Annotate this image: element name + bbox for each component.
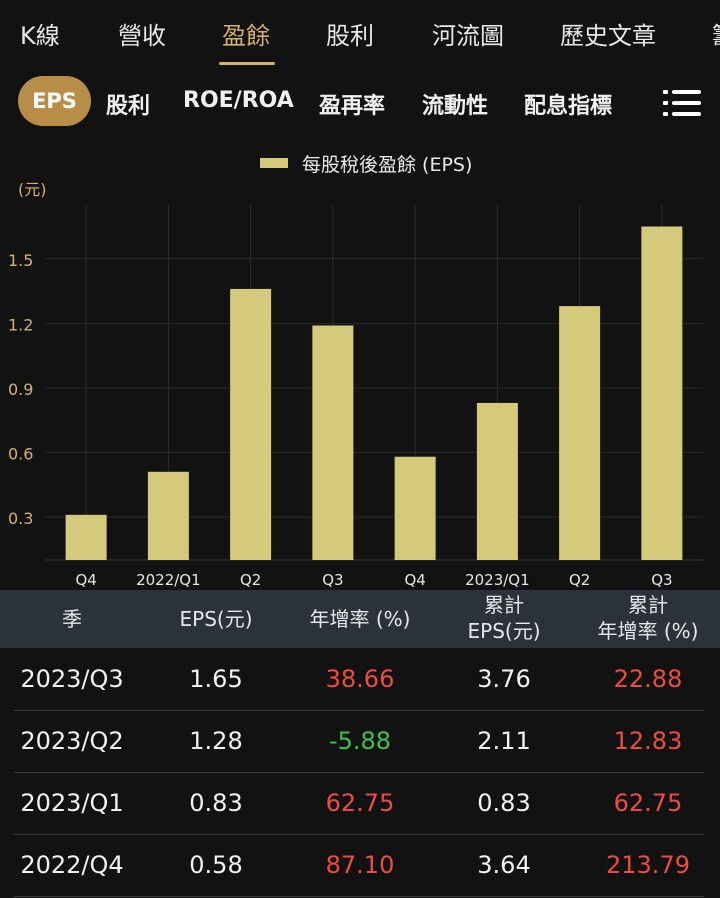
bar: [476, 402, 518, 560]
cell-season: 2023/Q3: [20, 665, 124, 693]
x-tick-label: Q2: [569, 571, 590, 589]
bar: [230, 288, 272, 560]
list-icon[interactable]: [663, 88, 701, 118]
tab-river-chart[interactable]: 河流圖: [432, 22, 504, 50]
y-tick-label: 0.9: [8, 380, 33, 399]
x-tick-label: Q2: [240, 571, 261, 589]
cell-eps: 1.65: [189, 665, 243, 693]
y-tick-label: 0.3: [8, 509, 33, 528]
active-tab-indicator: [219, 62, 275, 65]
header-cum-eps: 累計 EPS(元): [467, 593, 541, 643]
cell-yoy: -5.88: [328, 727, 392, 755]
bar: [559, 306, 601, 560]
table-header: 季 EPS(元) 年增率 (%) 累計 EPS(元) 累計 年增率 (%): [0, 590, 720, 648]
legend-swatch: [260, 158, 288, 168]
cell-cum-yoy: 213.79: [606, 851, 690, 879]
cell-season: 2023/Q1: [20, 789, 124, 817]
cell-eps: 1.28: [189, 727, 243, 755]
y-tick-label: 0.6: [8, 444, 33, 463]
subtab-roe-roa[interactable]: ROE/ROA: [183, 88, 294, 113]
bar: [394, 456, 436, 560]
subtab-eps[interactable]: EPS: [18, 76, 91, 126]
tab-revenue[interactable]: 營收: [118, 22, 166, 50]
x-tick-label: 2023/Q1: [465, 571, 530, 589]
subtab-liquidity[interactable]: 流動性: [422, 94, 489, 119]
y-tick-label: 1.5: [8, 251, 33, 270]
cell-eps: 0.58: [189, 851, 243, 879]
subtab-dividend[interactable]: 股利: [106, 94, 151, 119]
x-tick-label: Q4: [75, 571, 96, 589]
table-row[interactable]: 2023/Q1 0.83 62.75 0.83 62.75: [14, 772, 704, 835]
cell-cum-eps: 3.76: [477, 665, 531, 693]
tab-history-articles[interactable]: 歷史文章: [560, 22, 656, 50]
cell-cum-yoy: 62.75: [613, 789, 683, 817]
tab-kline[interactable]: K線: [20, 22, 60, 50]
x-tick-label: Q3: [322, 571, 343, 589]
sub-tab-bar: EPS 股利 ROE/ROA 盈再率 流動性 配息指標: [0, 72, 720, 134]
cell-yoy: 38.66: [325, 665, 395, 693]
cell-cum-yoy: 12.83: [613, 727, 683, 755]
cell-cum-yoy: 22.88: [613, 665, 683, 693]
legend-label[interactable]: 每股稅後盈餘 (EPS): [302, 154, 473, 176]
y-tick-label: 1.2: [8, 315, 33, 334]
cell-yoy: 87.10: [325, 851, 395, 879]
x-tick-label: Q4: [404, 571, 425, 589]
eps-bar-chart: 0.3 0.6 0.9 1.2 1.5 Q4 2022/Q1 Q2 Q3 Q4 2023/Q1 Q2 Q…: [8, 205, 703, 589]
header-cum-yoy: 累計 年增率 (%): [597, 593, 699, 643]
cell-season: 2023/Q2: [20, 727, 124, 755]
top-tab-bar: K線 營收 盈餘 股利 河流圖 歷史文章 籌: [0, 0, 720, 70]
tab-chips[interactable]: 籌: [712, 16, 720, 51]
y-axis-unit: (元): [18, 180, 47, 199]
bar: [147, 471, 189, 560]
table-row[interactable]: 2023/Q3 1.65 38.66 3.76 22.88: [14, 648, 704, 711]
table-row[interactable]: 2022/Q4 0.58 87.10 3.64 213.79: [14, 834, 704, 897]
cell-cum-eps: 0.83: [477, 789, 531, 817]
bar: [65, 514, 107, 560]
cell-yoy: 62.75: [325, 789, 395, 817]
cell-cum-eps: 3.64: [477, 851, 531, 879]
tab-earnings[interactable]: 盈餘: [222, 22, 270, 50]
header-yoy: 年增率 (%): [309, 607, 411, 631]
header-eps: EPS(元): [179, 607, 253, 631]
subtab-payout-indicators[interactable]: 配息指標: [524, 94, 613, 119]
bar: [312, 325, 354, 560]
bar: [641, 226, 683, 561]
table-row[interactable]: 2023/Q2 1.28 -5.88 2.11 12.83: [14, 710, 704, 773]
cell-season: 2022/Q4: [20, 851, 124, 879]
x-tick-label: 2022/Q1: [136, 571, 201, 589]
header-season: 季: [62, 607, 82, 631]
cell-cum-eps: 2.11: [477, 727, 531, 755]
x-tick-label: Q3: [651, 571, 672, 589]
subtab-reinvestment-rate[interactable]: 盈再率: [319, 94, 386, 119]
cell-eps: 0.83: [189, 789, 243, 817]
tab-dividend[interactable]: 股利: [326, 22, 374, 50]
